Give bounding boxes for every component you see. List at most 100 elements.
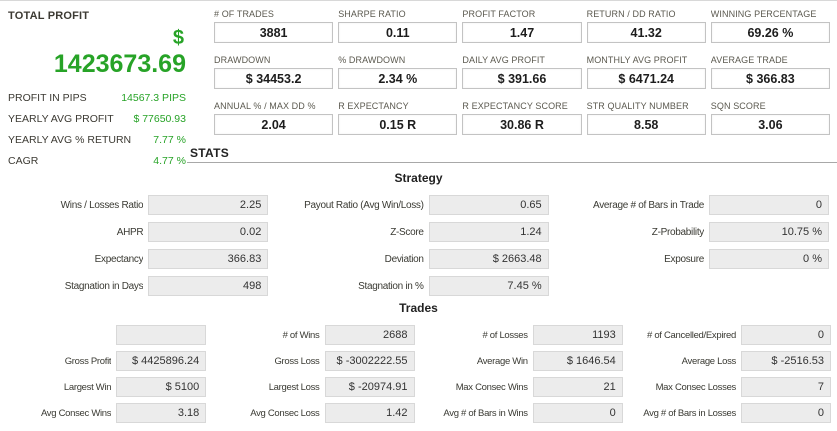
trades-title: Trades (399, 301, 438, 315)
summary-value: 4.77 % (153, 154, 186, 167)
summary-row-cagr: CAGR 4.77 % (8, 150, 186, 171)
metric-average-win: Average Win $ 1646.54 (423, 351, 623, 371)
stat-label: # OF TRADES (214, 9, 274, 19)
metric-stagnation-pct: Stagnation in % 7.45 % (288, 276, 549, 296)
metric-label: Exposure (664, 253, 704, 265)
metric-average-loss: Average Loss $ -2516.53 (631, 351, 831, 371)
metric-value: $ 2663.48 (428, 249, 549, 269)
stat-value: $ 6471.24 (586, 68, 706, 89)
stat-annual-pct-max-dd: ANNUAL % / MAX DD % 2.04 (214, 101, 334, 135)
stat-label: ANNUAL % / MAX DD % (214, 101, 316, 111)
metric-label: # of Losses (482, 329, 528, 341)
metric-value (116, 325, 207, 345)
metric-value: 1.42 (324, 403, 415, 423)
metric-z-probability: Z-Probability 10.75 % (569, 222, 829, 242)
metric-value: 0.65 (428, 195, 549, 215)
top-stats-grid: # OF TRADES 3881 SHARPE RATIO 0.11 PROFI… (214, 9, 830, 135)
stat-num-trades: # OF TRADES 3881 (214, 9, 334, 43)
stat-label: STR QUALITY NUMBER (586, 101, 689, 111)
summary-value: 7.77 % (153, 133, 186, 146)
metric-value: 3.18 (116, 403, 207, 423)
stat-label: PROFIT FACTOR (462, 9, 536, 19)
metric-max-consec-wins: Max Consec Wins 21 (423, 377, 623, 397)
summary-value: 14567.3 PIPS (121, 91, 186, 104)
stat-value: $ 34453.2 (214, 68, 334, 89)
metric-avg-bars-in-trade: Average # of Bars in Trade 0 (569, 195, 829, 215)
stat-value: 41.32 (586, 22, 706, 43)
trades-section: Trades # of Wins 2688 # of Losses 1193 #… (0, 301, 837, 423)
strategy-grid: Wins / Losses Ratio 2.25 Payout Ratio (A… (0, 195, 837, 296)
metric-avg-bars-in-wins: Avg # of Bars in Wins 0 (423, 403, 623, 423)
summary-label: YEARLY AVG % RETURN (8, 133, 132, 146)
total-profit-title: TOTAL PROFIT (8, 10, 90, 22)
stat-monthly-avg-profit: MONTHLY AVG PROFIT $ 6471.24 (586, 55, 706, 89)
metric-value: 498 (148, 276, 269, 296)
stat-value: $ 366.83 (710, 68, 830, 89)
metric-num-wins: # of Wins 2688 (214, 325, 415, 345)
metric-ahpr: AHPR 0.02 (8, 222, 269, 242)
stat-drawdown: DRAWDOWN $ 34453.2 (214, 55, 334, 89)
stat-label: DRAWDOWN (214, 55, 271, 65)
summary-label: YEARLY AVG PROFIT (8, 112, 114, 125)
stats-divider (187, 162, 837, 163)
stat-r-expectancy: R EXPECTANCY 0.15 R (338, 101, 458, 135)
stat-str-quality-number: STR QUALITY NUMBER 8.58 (586, 101, 706, 135)
summary-value: $ 77650.93 (133, 112, 186, 125)
metric-stagnation-days: Stagnation in Days 498 (8, 276, 269, 296)
metric-label: Avg # of Bars in Losses (643, 407, 736, 419)
total-profit-value: 1423673.69 (53, 50, 186, 78)
metric-label: Largest Win (63, 381, 112, 393)
summary-rows: PROFIT IN PIPS 14567.3 PIPS YEARLY AVG P… (8, 87, 186, 171)
stat-label: DAILY AVG PROFIT (462, 55, 546, 65)
metric-label: AHPR (116, 226, 144, 238)
stat-value: 0.15 R (338, 114, 458, 135)
trades-grid: # of Wins 2688 # of Losses 1193 # of Can… (0, 325, 837, 423)
strategy-section: Strategy Wins / Losses Ratio 2.25 Payout… (0, 171, 837, 296)
metric-label: Avg Consec Loss (250, 407, 320, 419)
metric-label: Gross Loss (274, 355, 320, 367)
stat-label: SQN SCORE (710, 101, 766, 111)
metric-label: # of Cancelled/Expired (647, 329, 736, 341)
stat-value: 30.86 R (462, 114, 582, 135)
stat-average-trade: AVERAGE TRADE $ 366.83 (710, 55, 830, 89)
metric-blank-cell (6, 325, 207, 345)
stat-label: R EXPECTANCY SCORE (462, 101, 568, 111)
summary-label: CAGR (8, 154, 39, 167)
metric-label: Average Win (476, 355, 528, 367)
metric-value: 1193 (532, 325, 623, 345)
metric-largest-loss: Largest Loss $ -20974.91 (214, 377, 415, 397)
metric-label: Average # of Bars in Trade (593, 199, 704, 211)
total-profit-panel: TOTAL PROFIT $ 1423673.69 PROFIT IN PIPS… (8, 10, 186, 171)
metric-value: 10.75 % (709, 222, 829, 242)
metric-deviation: Deviation $ 2663.48 (288, 249, 549, 269)
metric-value: 2688 (324, 325, 415, 345)
stat-label: WINNING PERCENTAGE (710, 9, 817, 19)
metric-num-cancelled-expired: # of Cancelled/Expired 0 (631, 325, 831, 345)
metric-value: 0 % (709, 249, 829, 269)
metric-label: Z-Probability (651, 226, 704, 238)
metric-value: 1.24 (428, 222, 549, 242)
stat-value: 1.47 (462, 22, 582, 43)
stat-value: 2.34 % (338, 68, 458, 89)
metric-label: Stagnation in Days (64, 280, 144, 292)
stat-label: SHARPE RATIO (338, 9, 406, 19)
stat-label: % DRAWDOWN (338, 55, 406, 65)
strategy-title: Strategy (394, 171, 443, 185)
stats-header: STATS (190, 146, 230, 160)
metric-label: Largest Loss (268, 381, 320, 393)
metric-label: Wins / Losses Ratio (60, 199, 144, 211)
metric-exposure: Exposure 0 % (569, 249, 829, 269)
metric-label: Gross Profit (64, 355, 112, 367)
stat-profit-factor: PROFIT FACTOR 1.47 (462, 9, 582, 43)
stat-value: $ 391.66 (462, 68, 582, 89)
stat-sqn-score: SQN SCORE 3.06 (710, 101, 830, 135)
metric-value: $ -3002222.55 (324, 351, 415, 371)
summary-row-yearly-avg-profit: YEARLY AVG PROFIT $ 77650.93 (8, 108, 186, 129)
stat-return-dd-ratio: RETURN / DD RATIO 41.32 (586, 9, 706, 43)
stat-label: MONTHLY AVG PROFIT (586, 55, 688, 65)
metric-largest-win: Largest Win $ 5100 (6, 377, 207, 397)
stat-value: 0.11 (338, 22, 458, 43)
metric-avg-consec-loss: Avg Consec Loss 1.42 (214, 403, 415, 423)
metric-value: 7 (741, 377, 831, 397)
